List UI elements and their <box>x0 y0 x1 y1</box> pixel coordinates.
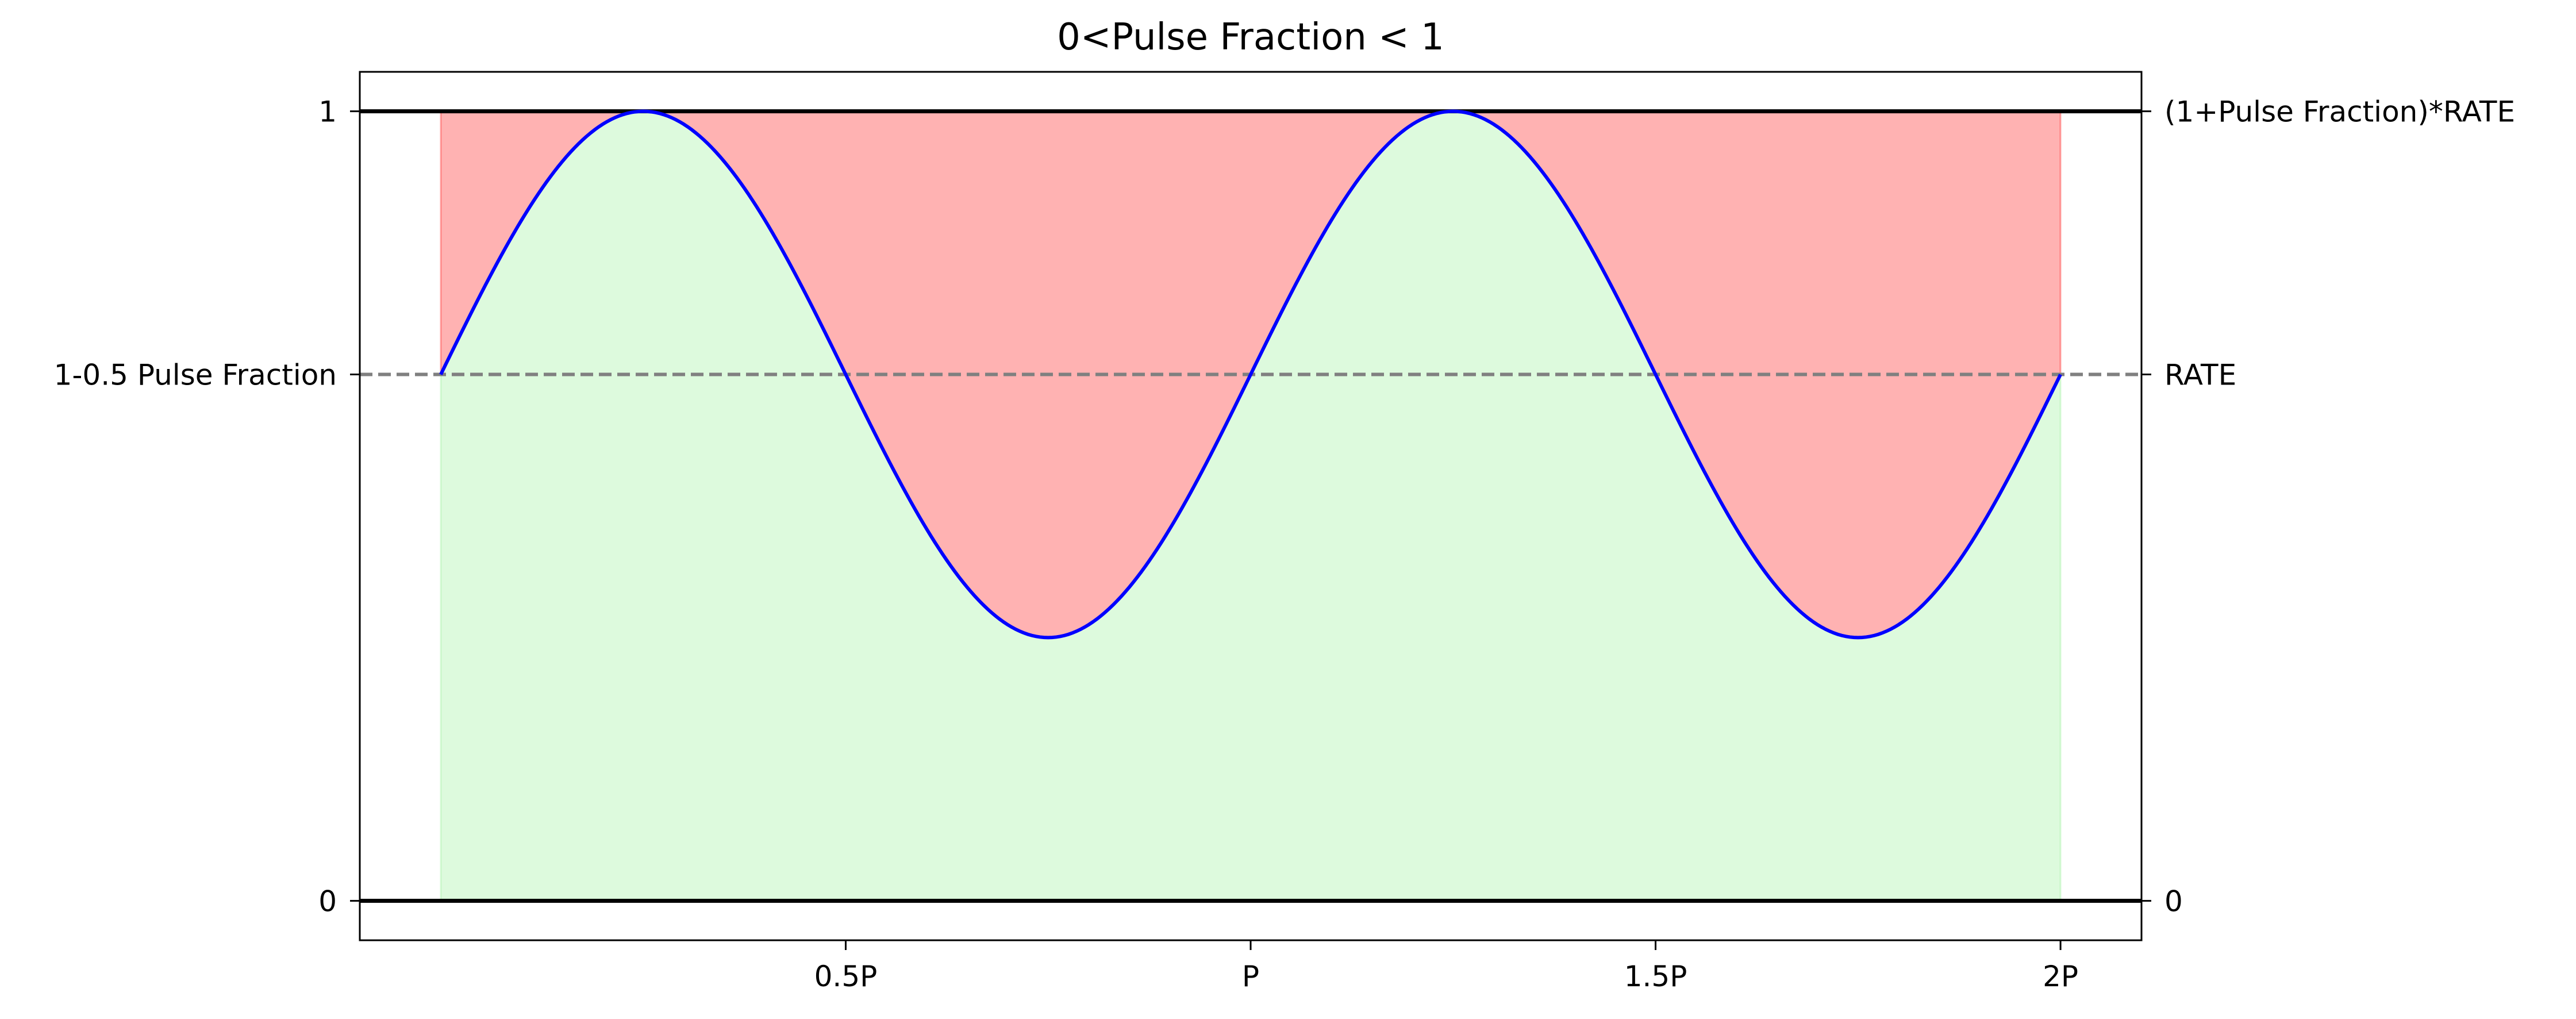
y-tick-label-right: (1+Pulse Fraction)*RATE <box>2164 95 2515 129</box>
y-tick-label-left: 1-0.5 Pulse Fraction <box>54 359 337 392</box>
y-tick-label-left: 1 <box>318 95 337 129</box>
sine-curve-series <box>439 109 2062 640</box>
x-tick-label: 0.5P <box>814 960 878 993</box>
chart-title: 0<Pulse Fraction < 1 <box>1057 16 1444 59</box>
y-tick-label-left: 0 <box>318 885 337 918</box>
fills-layer <box>440 110 2062 902</box>
y-tick-label-right: 0 <box>2164 885 2183 918</box>
y-tick-label-right: RATE <box>2164 359 2236 392</box>
x-tick-label: P <box>1242 960 1259 993</box>
x-tick-label: 2P <box>2043 960 2078 993</box>
ticks-layer: 0.5P P 1.5P 2P 0 1-0.5 Pulse Fraction 1 0 RATE (1… <box>54 95 2515 993</box>
x-tick-label: 1.5P <box>1624 960 1687 993</box>
lines-layer <box>360 109 2141 903</box>
